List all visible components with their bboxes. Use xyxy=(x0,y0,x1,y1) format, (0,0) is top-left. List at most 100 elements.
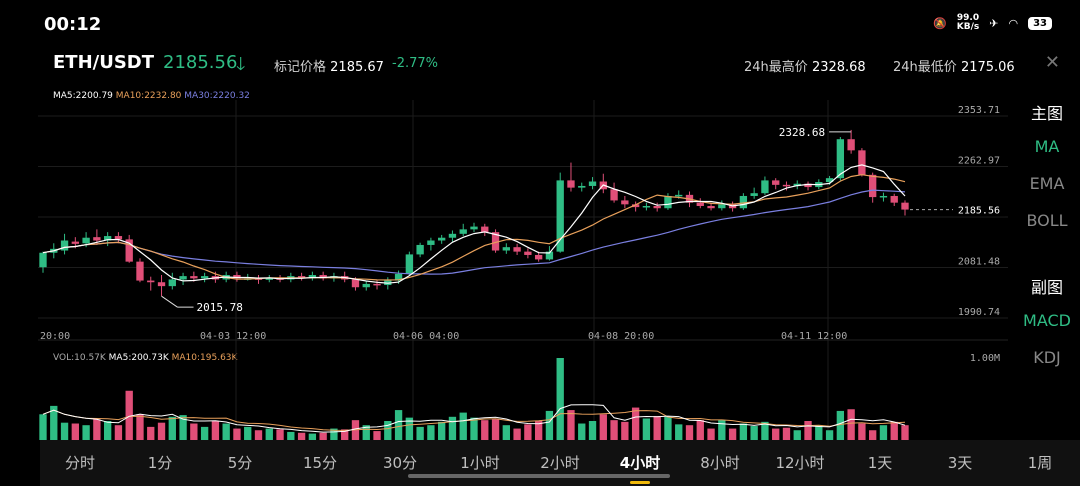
candle-body xyxy=(470,226,478,230)
high-annotation: 2328.68 xyxy=(779,126,825,139)
volume-bar xyxy=(567,410,575,440)
low-annotation: 2015.78 xyxy=(197,301,243,314)
candlestick-chart[interactable]: 2353.712262.972172.222081.481990.7420:00… xyxy=(0,0,1010,440)
status-time: 00:12 xyxy=(44,14,102,35)
indicator-boll[interactable]: BOLL xyxy=(1026,211,1068,230)
volume-bar xyxy=(642,418,651,440)
close-icon[interactable]: ✕ xyxy=(1044,52,1060,73)
candle-body xyxy=(491,232,500,251)
tab-7[interactable]: 4小时 xyxy=(600,440,680,486)
candle-body xyxy=(847,139,855,151)
volume-bar xyxy=(308,433,317,440)
tab-1[interactable]: 1分 xyxy=(147,454,173,472)
volume-bar xyxy=(438,421,446,440)
volume-bar xyxy=(211,421,220,440)
candle-body xyxy=(750,193,758,196)
volume-bar xyxy=(836,410,845,440)
pair-title[interactable]: ETH/USDT xyxy=(53,52,155,73)
candle-body xyxy=(556,180,564,252)
volume-bar xyxy=(869,430,877,440)
volume-bar xyxy=(696,420,704,440)
indicator-macd[interactable]: MACD xyxy=(1023,311,1071,330)
ma30-legend: MA30:2220.32 xyxy=(184,91,250,101)
candle-body xyxy=(901,202,909,210)
tab-3[interactable]: 15分 xyxy=(302,454,338,472)
candle-body xyxy=(448,233,457,238)
volume-bar xyxy=(373,431,381,440)
volume-bar xyxy=(287,431,295,440)
tab-12[interactable]: 1周 xyxy=(1027,454,1053,472)
wifi-icon: ◠ xyxy=(1008,16,1019,30)
tab-4[interactable]: 30分 xyxy=(382,454,418,472)
candle-body xyxy=(179,276,187,280)
indicator-ema[interactable]: EMA xyxy=(1029,174,1065,193)
candle-body xyxy=(114,236,123,240)
candle-body xyxy=(93,237,101,241)
volume-bar xyxy=(491,419,500,440)
volume-bar xyxy=(621,421,629,440)
tab-6[interactable]: 2小时 xyxy=(540,454,580,472)
y-tick-label: 2262.97 xyxy=(958,155,1000,166)
vol-ma10-line xyxy=(42,409,906,431)
tab-8[interactable]: 8小时 xyxy=(700,454,740,472)
ma30-line xyxy=(42,189,906,275)
tab-0[interactable]: 分时 xyxy=(64,454,95,472)
high-24h-value: 2328.68 xyxy=(811,60,866,75)
candle-body xyxy=(308,275,317,279)
candle-body xyxy=(718,204,726,209)
volume-bar xyxy=(405,417,414,440)
candle-body xyxy=(416,244,424,255)
volume-bar xyxy=(125,390,133,440)
volume-bar xyxy=(782,427,791,440)
tab-5[interactable]: 1小时 xyxy=(460,454,500,472)
candle-body xyxy=(82,237,90,244)
candle-body xyxy=(157,282,166,287)
candle-body xyxy=(761,180,769,194)
volume-bar xyxy=(513,428,521,440)
tabs-scrollbar[interactable] xyxy=(408,474,670,478)
candle-body xyxy=(362,283,370,288)
candle-body xyxy=(297,276,306,279)
candle-body xyxy=(804,183,812,188)
candle-body xyxy=(739,195,748,209)
candle-body xyxy=(459,229,467,234)
volume-bar xyxy=(297,432,306,440)
tab-9[interactable]: 12小时 xyxy=(775,454,825,472)
net-speed: 99.0 KB/s xyxy=(957,14,979,32)
volume-bar xyxy=(394,410,403,440)
volume-bar xyxy=(190,423,198,440)
candle-body xyxy=(394,273,403,281)
volume-bar xyxy=(362,425,370,440)
vol-legend: VOL:10.57K MA5:200.73K MA10:195.63K xyxy=(53,353,237,363)
volume-bar xyxy=(815,425,823,440)
volume-bar xyxy=(233,428,241,440)
tab-2[interactable]: 5分 xyxy=(227,454,253,472)
tab-10[interactable]: 1天 xyxy=(867,454,893,472)
indicator-kdj[interactable]: KDJ xyxy=(1033,348,1061,367)
volume-bar xyxy=(265,428,273,440)
volume-bar xyxy=(858,423,866,440)
candle-body xyxy=(610,189,618,201)
volume-bar xyxy=(890,421,898,440)
volume-bar xyxy=(147,426,155,440)
candle-body xyxy=(136,261,144,281)
timeframe-tabs: 分时 1分 5分 15分 30分 1小时 2小时 4小时 8小时 12小时 1天 3天 1周 xyxy=(40,440,1080,486)
volume-bar xyxy=(524,424,532,440)
volume-bar xyxy=(427,425,435,440)
candle-body xyxy=(233,275,241,279)
candle-body xyxy=(190,276,198,279)
candle-body xyxy=(879,195,888,198)
candle-body xyxy=(524,251,532,255)
indicator-ma[interactable]: MA xyxy=(1034,137,1060,156)
candle-body xyxy=(71,241,79,244)
candle-body xyxy=(125,239,133,262)
vol-value: VOL:10.57K xyxy=(53,353,106,363)
tab-11[interactable]: 3天 xyxy=(947,454,973,472)
high-24h: 24h最高价 2328.68 xyxy=(744,56,866,75)
last-price: 2185.56 xyxy=(163,52,238,73)
volume-bar xyxy=(481,420,489,440)
low-24h: 24h最低价 2175.06 xyxy=(893,56,1015,75)
volume-bar xyxy=(71,423,79,440)
candle-body xyxy=(825,178,834,183)
candle-body xyxy=(621,200,629,205)
